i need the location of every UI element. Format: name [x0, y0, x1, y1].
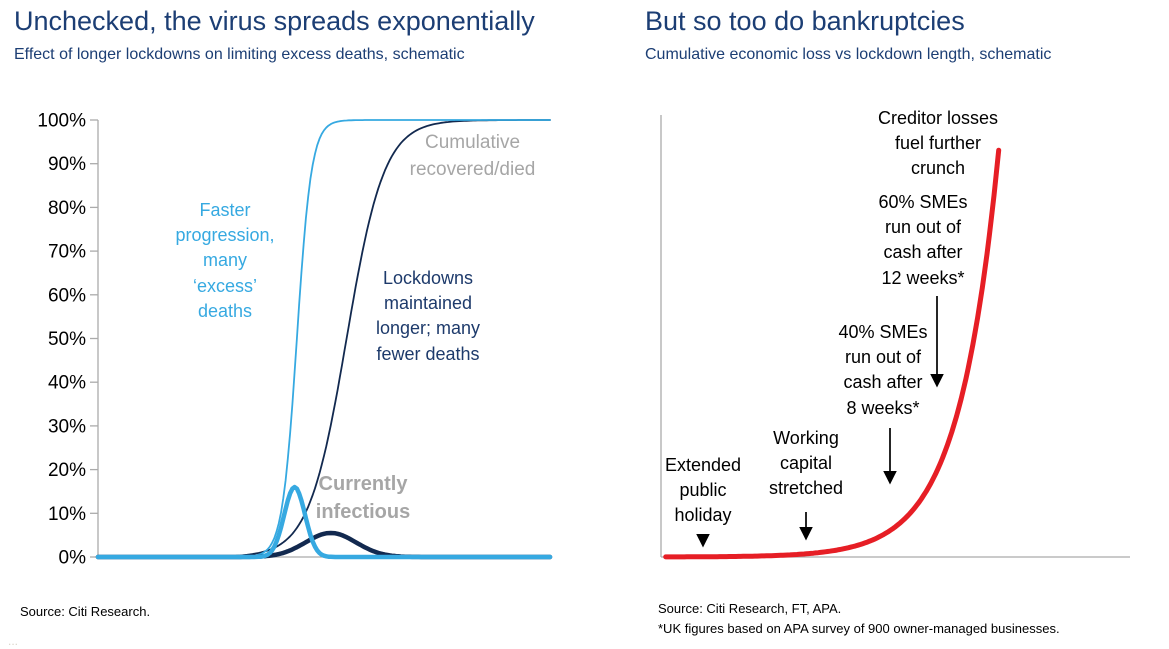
- y-axis-label: 20%: [48, 460, 86, 481]
- label-faster-progression: Faster progression, many ‘excess’ deaths: [175, 200, 275, 321]
- left-chart-subtitle: Effect of longer lockdowns on limiting e…: [14, 46, 465, 63]
- series-infectious-fast: [95, 484, 553, 560]
- y-axis-label: 50%: [48, 329, 86, 350]
- right-chart-title: But so too do bankruptcies: [645, 6, 965, 36]
- epidemic-curves-chart: 0% 10% 20% 30% 40% 50% 60% 70% 80% 90% 100%: [37, 111, 553, 569]
- left-source-note: Source: Citi Research.: [20, 604, 151, 619]
- label-extended-holiday: Extended public holiday: [664, 455, 742, 526]
- y-axis-label: 70%: [48, 242, 86, 263]
- label-currently-infectious: Currently infectious: [315, 473, 411, 523]
- label-working-capital: Working capital stretched: [768, 428, 844, 499]
- y-axis-label: 0%: [59, 548, 87, 569]
- y-axis-label: 60%: [48, 285, 86, 306]
- left-chart-title: Unchecked, the virus spreads exponential…: [14, 6, 535, 36]
- label-cumulative-recovered-died: Cumulative recovered/died: [409, 132, 536, 180]
- y-axis-label: 10%: [48, 504, 86, 525]
- y-axis-label: 40%: [48, 373, 86, 394]
- footer-dots: ...: [8, 634, 19, 648]
- y-axis-label: 90%: [48, 154, 86, 175]
- right-chart-subtitle: Cumulative economic loss vs lockdown len…: [645, 46, 1052, 63]
- label-40pct-smes: 40% SMEs run out of cash after 8 weeks*: [838, 322, 928, 418]
- right-source-note: Source: Citi Research, FT, APA. *UK figu…: [658, 601, 1060, 636]
- y-axis-label: 100%: [37, 111, 86, 132]
- label-lockdowns-maintained: Lockdowns maintained longer; many fewer …: [375, 268, 481, 364]
- label-creditor-losses: Creditor losses fuel further crunch: [877, 108, 999, 179]
- y-axis-label: 30%: [48, 416, 86, 437]
- y-axis-label: 80%: [48, 198, 86, 219]
- label-60pct-smes: 60% SMEs run out of cash after 12 weeks*: [878, 192, 968, 288]
- bankruptcy-curve-chart: [660, 115, 1130, 560]
- series-economic-loss: [663, 147, 1002, 560]
